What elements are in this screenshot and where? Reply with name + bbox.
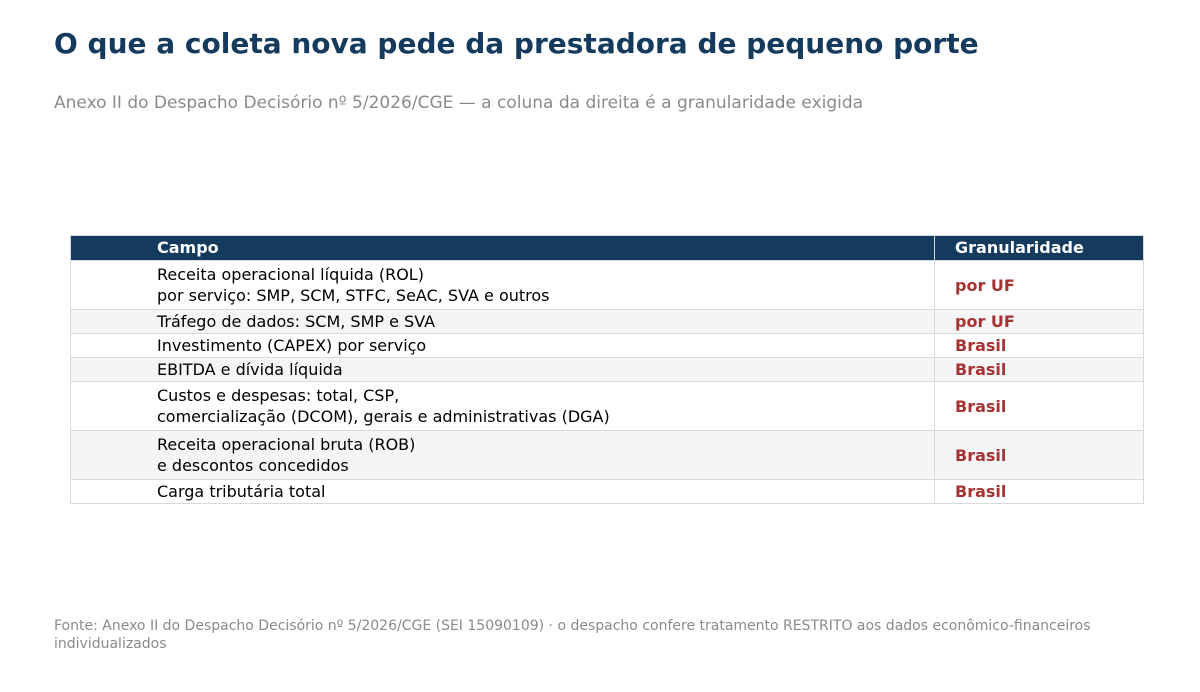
campo-cell: Receita operacional bruta (ROB) e descon… [70, 430, 935, 480]
campo-cell: Tráfego de dados: SCM, SMP e SVA [70, 309, 935, 334]
table-row: EBITDA e dívida líquida Brasil [70, 357, 1144, 382]
campo-text: Receita operacional bruta (ROB) [157, 435, 416, 454]
campo-cell: Investimento (CAPEX) por serviço [70, 333, 935, 358]
table-row: Tráfego de dados: SCM, SMP e SVA por UF [70, 309, 1144, 334]
table-row: Carga tributária total Brasil [70, 479, 1144, 504]
granularidade-cell: Brasil [934, 430, 1144, 480]
granularidade-cell: por UF [934, 309, 1144, 334]
column-header-granularidade: Granularidade [934, 235, 1144, 261]
table-row: Investimento (CAPEX) por serviço Brasil [70, 333, 1144, 358]
campo-text: Carga tributária total [157, 482, 326, 501]
column-header-campo: Campo [70, 235, 935, 261]
campo-text: e descontos concedidos [157, 456, 349, 475]
campo-text: Investimento (CAPEX) por serviço [157, 336, 427, 355]
campo-text: Tráfego de dados: SCM, SMP e SVA [157, 312, 436, 331]
page-title: O que a coleta nova pede da prestadora d… [54, 27, 979, 60]
campo-text: EBITDA e dívida líquida [157, 360, 343, 379]
campo-cell: Receita operacional líquida (ROL) por se… [70, 260, 935, 310]
campo-cell: EBITDA e dívida líquida [70, 357, 935, 382]
campo-cell: Carga tributária total [70, 479, 935, 504]
granularidade-cell: Brasil [934, 333, 1144, 358]
granularidade-cell: Brasil [934, 357, 1144, 382]
table-row: Custos e despesas: total, CSP, comercial… [70, 381, 1144, 431]
granularidade-cell: Brasil [934, 479, 1144, 504]
campo-cell: Custos e despesas: total, CSP, comercial… [70, 381, 935, 431]
campo-text: Custos e despesas: total, CSP, [157, 386, 400, 405]
granularidade-cell: por UF [934, 260, 1144, 310]
campo-text: Receita operacional líquida (ROL) [157, 265, 424, 284]
campo-text: comercialização (DCOM), gerais e adminis… [157, 407, 610, 426]
table-row: Receita operacional bruta (ROB) e descon… [70, 430, 1144, 480]
table-header-row: Campo Granularidade [70, 235, 1144, 261]
campo-text: por serviço: SMP, SCM, STFC, SeAC, SVA e… [157, 286, 550, 305]
table-row: Receita operacional líquida (ROL) por se… [70, 260, 1144, 310]
requirements-table: Campo Granularidade Receita operacional … [70, 235, 1144, 504]
page-subtitle: Anexo II do Despacho Decisório nº 5/2026… [54, 93, 864, 113]
granularidade-cell: Brasil [934, 381, 1144, 431]
source-footnote: Fonte: Anexo II do Despacho Decisório nº… [54, 618, 1091, 652]
